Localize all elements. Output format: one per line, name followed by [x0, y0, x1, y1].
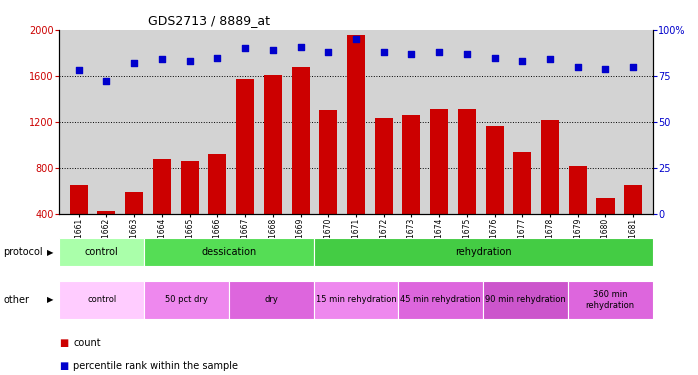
- Bar: [624, 185, 642, 260]
- Point: [73, 68, 84, 74]
- Text: 90 min rehydration: 90 min rehydration: [485, 296, 566, 304]
- Text: 50 pct dry: 50 pct dry: [165, 296, 208, 304]
- Point: [295, 44, 306, 50]
- Point: [322, 49, 334, 55]
- Bar: [292, 67, 309, 260]
- Text: ▶: ▶: [47, 296, 54, 304]
- Bar: [313, 281, 399, 319]
- Text: GDS2713 / 8889_at: GDS2713 / 8889_at: [148, 15, 270, 27]
- Text: percentile rank within the sample: percentile rank within the sample: [73, 361, 238, 370]
- Bar: [313, 238, 653, 266]
- Point: [489, 55, 500, 61]
- Bar: [569, 165, 587, 260]
- Bar: [483, 281, 568, 319]
- Point: [128, 60, 140, 66]
- Text: control: control: [87, 296, 117, 304]
- Bar: [430, 109, 448, 260]
- Bar: [181, 161, 199, 260]
- Bar: [597, 198, 614, 260]
- Text: ■: ■: [59, 361, 68, 370]
- Bar: [70, 185, 88, 260]
- Point: [101, 78, 112, 84]
- Bar: [403, 115, 420, 260]
- Point: [184, 58, 195, 64]
- Bar: [208, 154, 226, 260]
- Text: ▶: ▶: [47, 248, 54, 257]
- Bar: [375, 118, 393, 260]
- Point: [350, 36, 362, 42]
- Bar: [264, 75, 282, 260]
- Bar: [59, 238, 144, 266]
- Bar: [144, 238, 313, 266]
- Bar: [486, 126, 504, 260]
- Point: [433, 49, 445, 55]
- Bar: [98, 211, 115, 260]
- Bar: [319, 110, 337, 260]
- Bar: [458, 109, 476, 260]
- Bar: [229, 281, 313, 319]
- Bar: [59, 281, 144, 319]
- Text: dry: dry: [265, 296, 279, 304]
- Text: dessication: dessication: [201, 247, 256, 257]
- Point: [211, 55, 223, 61]
- Point: [267, 47, 279, 53]
- Bar: [236, 80, 254, 260]
- Bar: [347, 34, 365, 260]
- Bar: [399, 281, 483, 319]
- Point: [406, 51, 417, 57]
- Point: [572, 64, 584, 70]
- Bar: [568, 281, 653, 319]
- Text: 45 min rehydration: 45 min rehydration: [401, 296, 481, 304]
- Point: [239, 45, 251, 51]
- Bar: [153, 159, 171, 260]
- Text: control: control: [85, 247, 119, 257]
- Text: ■: ■: [59, 338, 68, 348]
- Text: other: other: [3, 295, 29, 305]
- Point: [378, 49, 389, 55]
- Text: rehydration: rehydration: [455, 247, 512, 257]
- Point: [628, 64, 639, 70]
- Bar: [144, 281, 229, 319]
- Bar: [125, 192, 143, 260]
- Point: [517, 58, 528, 64]
- Text: 15 min rehydration: 15 min rehydration: [315, 296, 396, 304]
- Text: protocol: protocol: [3, 247, 43, 257]
- Point: [544, 56, 556, 62]
- Text: count: count: [73, 338, 101, 348]
- Text: 360 min
rehydration: 360 min rehydration: [586, 290, 634, 310]
- Bar: [513, 152, 531, 260]
- Point: [461, 51, 473, 57]
- Point: [600, 66, 611, 72]
- Point: [156, 56, 168, 62]
- Bar: [541, 120, 559, 260]
